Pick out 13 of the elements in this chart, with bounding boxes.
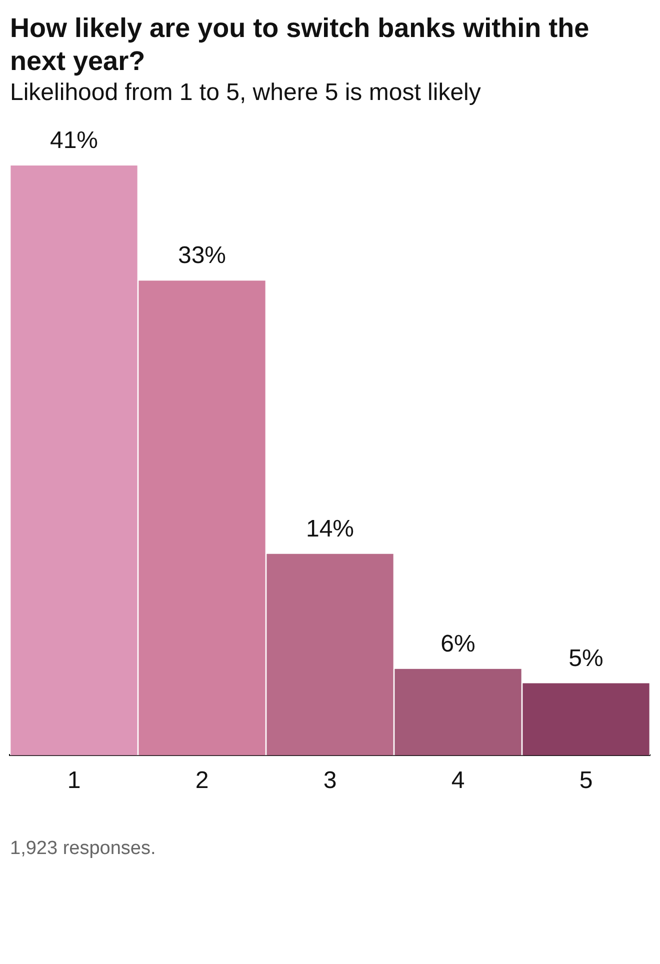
x-tick-label: 3 (323, 767, 337, 794)
data-label: 33% (178, 242, 226, 270)
data-label: 6% (440, 630, 476, 658)
data-label: 14% (306, 515, 354, 542)
data-label: 41% (50, 127, 98, 154)
chart-title: How likely are you to switch banks within the next year? (10, 12, 590, 78)
x-tick-label: 5 (579, 767, 593, 794)
x-tick-label: 1 (67, 767, 81, 794)
text: 1,923 responses. (10, 838, 157, 860)
data-label: 5% (568, 644, 604, 672)
x-tick-label: 4 (451, 767, 465, 794)
chart-subtitle: Likelihood from 1 to 5, where 5 is most likely (10, 78, 482, 108)
x-tick-label: 2 (195, 767, 209, 794)
